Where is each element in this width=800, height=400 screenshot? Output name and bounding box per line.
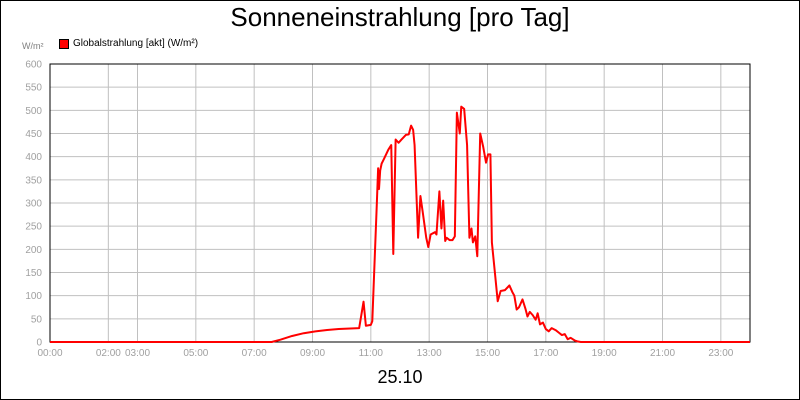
x-tick-label: 13:00 [417,348,442,359]
x-tick-label: 02:00 [96,348,121,359]
x-tick-label: 17:00 [533,348,558,359]
y-tick-label: 550 [25,83,42,94]
y-tick-label: 50 [31,314,43,325]
y-tick-label: 150 [25,268,42,279]
plot-area-border [49,63,751,343]
x-axis-date-label: 25.10 [377,367,423,387]
y-tick-label: 500 [25,106,42,117]
x-tick-label: 15:00 [475,348,500,359]
y-tick-label: 350 [25,175,42,186]
x-tick-label: 19:00 [592,348,617,359]
x-tick-label: 11:00 [359,348,384,359]
legend-swatch [59,38,69,49]
y-tick-label: 600 [25,60,42,71]
y-tick-label: 450 [25,129,42,140]
legend-label: Globalstrahlung [akt] (W/m²) [73,38,199,49]
x-tick-label: 03:00 [125,348,150,359]
x-tick-label: 09:00 [300,348,325,359]
x-tick-label: 21:00 [650,348,675,359]
x-tick-label: 07:00 [242,348,267,359]
series-line [50,105,750,343]
x-tick-label: 00:00 [37,348,62,359]
y-tick-label: 200 [25,245,42,256]
y-axis-unit-label: W/m² [22,41,44,51]
y-tick-label: 400 [25,152,42,163]
x-tick-label: 23:00 [708,348,733,359]
chart-title: Sonneneinstrahlung [pro Tag] [230,2,570,32]
y-tick-label: 0 [36,338,42,349]
x-tick-label: 05:00 [183,348,208,359]
y-tick-label: 300 [25,199,42,210]
legend: Globalstrahlung [akt] (W/m²) [59,38,198,49]
y-tick-label: 100 [25,291,42,302]
y-tick-label: 250 [25,222,42,233]
